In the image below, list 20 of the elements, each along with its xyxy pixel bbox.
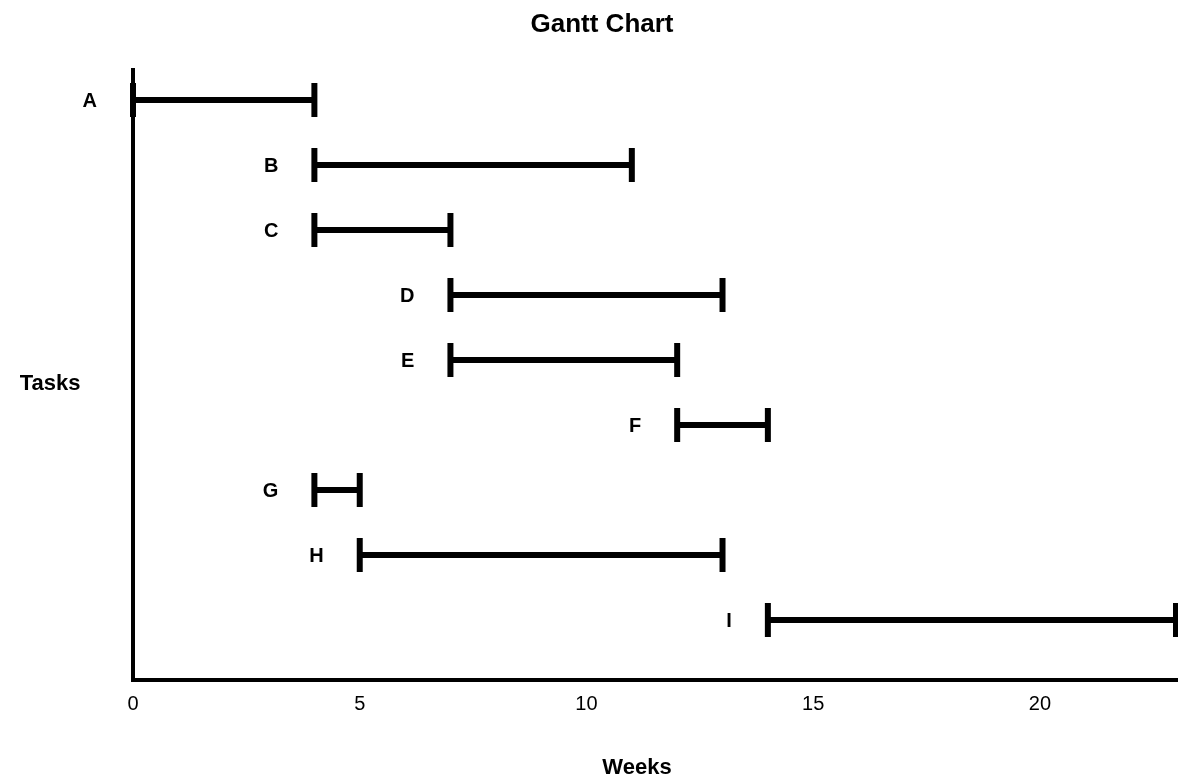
x-tick-label: 5 — [354, 692, 366, 714]
y-tick-label: H — [309, 544, 324, 566]
x-axis-title: Weeks — [602, 754, 672, 778]
bar — [450, 292, 723, 298]
y-tick-label: G — [262, 479, 279, 501]
y-tick-label: I — [726, 609, 732, 631]
bar — [677, 422, 768, 428]
y-tick-label: F — [628, 414, 642, 436]
bar — [314, 162, 632, 168]
x-tick-label: 10 — [575, 692, 598, 714]
y-tick-label: E — [401, 349, 415, 371]
x-tick-label: 15 — [802, 692, 825, 714]
y-tick-label: C — [263, 219, 279, 241]
y-tick-label: D — [399, 284, 415, 306]
y-axis-title: Tasks — [19, 370, 81, 395]
y-tick-label: B — [263, 154, 279, 176]
y-tick-label: A — [82, 89, 97, 111]
x-tick-label: 20 — [1028, 692, 1052, 714]
x-tick-label: 0 — [127, 692, 139, 714]
chart-title: Gantt Chart — [530, 8, 674, 38]
